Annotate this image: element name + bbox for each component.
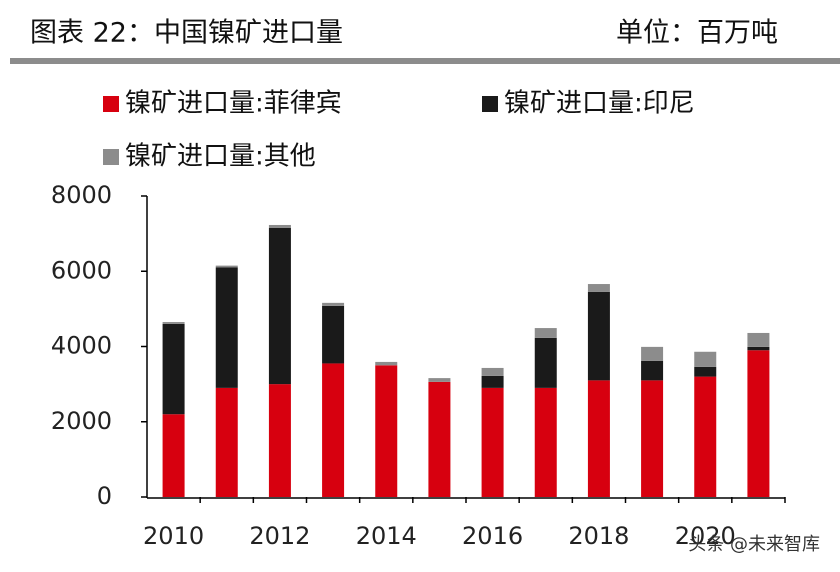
- bar-segment: [641, 380, 664, 497]
- bar-segment: [481, 367, 504, 376]
- bar-segment: [268, 224, 291, 228]
- bar-segment: [481, 375, 504, 388]
- bar-segment: [534, 387, 557, 497]
- bar-segment: [694, 366, 717, 377]
- x-tick-label: 2014: [356, 522, 417, 550]
- x-tick-label: 2020: [675, 522, 736, 550]
- y-tick-label: 2000: [51, 407, 112, 435]
- bar-segment: [428, 378, 451, 382]
- bar-segment: [747, 332, 770, 347]
- bar-segment: [322, 363, 345, 497]
- bar-segment: [162, 414, 185, 497]
- bar-segment: [747, 350, 770, 497]
- bar-segment: [641, 346, 664, 361]
- bar-segment: [428, 381, 451, 497]
- legend-swatch: [103, 149, 119, 165]
- bar-segment: [587, 284, 610, 292]
- bar-segment: [268, 384, 291, 497]
- bar-segment: [534, 328, 557, 338]
- chart-title: 图表 22：中国镍矿进口量: [30, 18, 343, 49]
- unit-label: 单位：百万吨: [616, 18, 778, 49]
- bar-segment: [641, 360, 664, 381]
- bar-segment: [481, 387, 504, 497]
- bar-segment: [215, 387, 238, 497]
- bar-segment: [747, 346, 770, 351]
- y-tick-label: 0: [97, 482, 112, 510]
- y-tick-label: 4000: [51, 332, 112, 360]
- bar-segment: [694, 351, 717, 367]
- legend-label: 镍矿进口量:其他: [125, 142, 316, 172]
- header-rule: [10, 58, 840, 64]
- bar-segment: [322, 302, 345, 306]
- bar-segment: [534, 337, 557, 388]
- bar-segment: [694, 376, 717, 497]
- bar-segment: [268, 227, 291, 385]
- x-tick-label: 2016: [462, 522, 523, 550]
- watermark: 头条 @未来智库: [688, 534, 820, 555]
- bar-segment: [375, 365, 398, 497]
- x-tick-label: 2012: [249, 522, 310, 550]
- legend-label: 镍矿进口量:印尼: [504, 89, 695, 119]
- bar-segment: [215, 267, 238, 388]
- y-tick-label: 8000: [51, 181, 112, 209]
- y-tick-label: 6000: [51, 256, 112, 284]
- bar-segment: [375, 361, 398, 366]
- bar-segment: [322, 305, 345, 364]
- bar-segment: [162, 323, 185, 415]
- bar-segment: [215, 265, 238, 268]
- x-tick-label: 2010: [143, 522, 204, 550]
- legend-swatch: [103, 96, 119, 112]
- x-tick-label: 2018: [568, 522, 629, 550]
- bar-segment: [587, 380, 610, 497]
- bar-segment: [587, 291, 610, 381]
- legend-swatch: [482, 96, 498, 112]
- legend-label: 镍矿进口量:菲律宾: [125, 89, 342, 119]
- bar-segment: [162, 322, 185, 324]
